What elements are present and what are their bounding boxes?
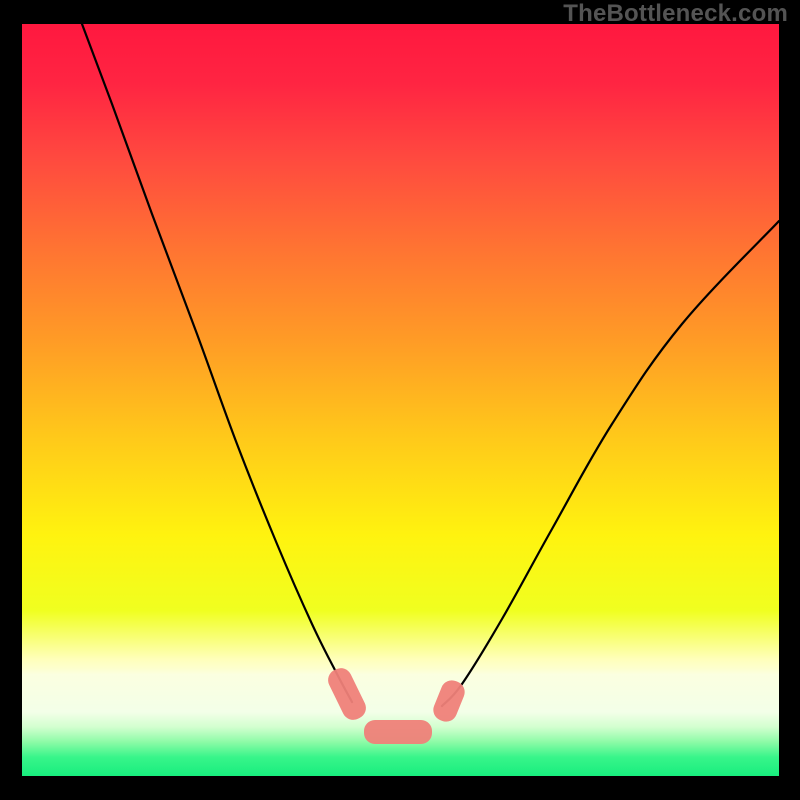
curve-left-branch: [82, 24, 352, 702]
watermark-text: TheBottleneck.com: [563, 0, 788, 28]
bottleneck-marker-0: [324, 664, 369, 723]
bottleneck-marker-1: [364, 720, 432, 744]
plot-area: [22, 24, 779, 776]
curve-right-branch: [442, 221, 779, 706]
bottleneck-curve-overlay: [22, 24, 779, 776]
outer-frame: TheBottleneck.com: [0, 0, 800, 800]
